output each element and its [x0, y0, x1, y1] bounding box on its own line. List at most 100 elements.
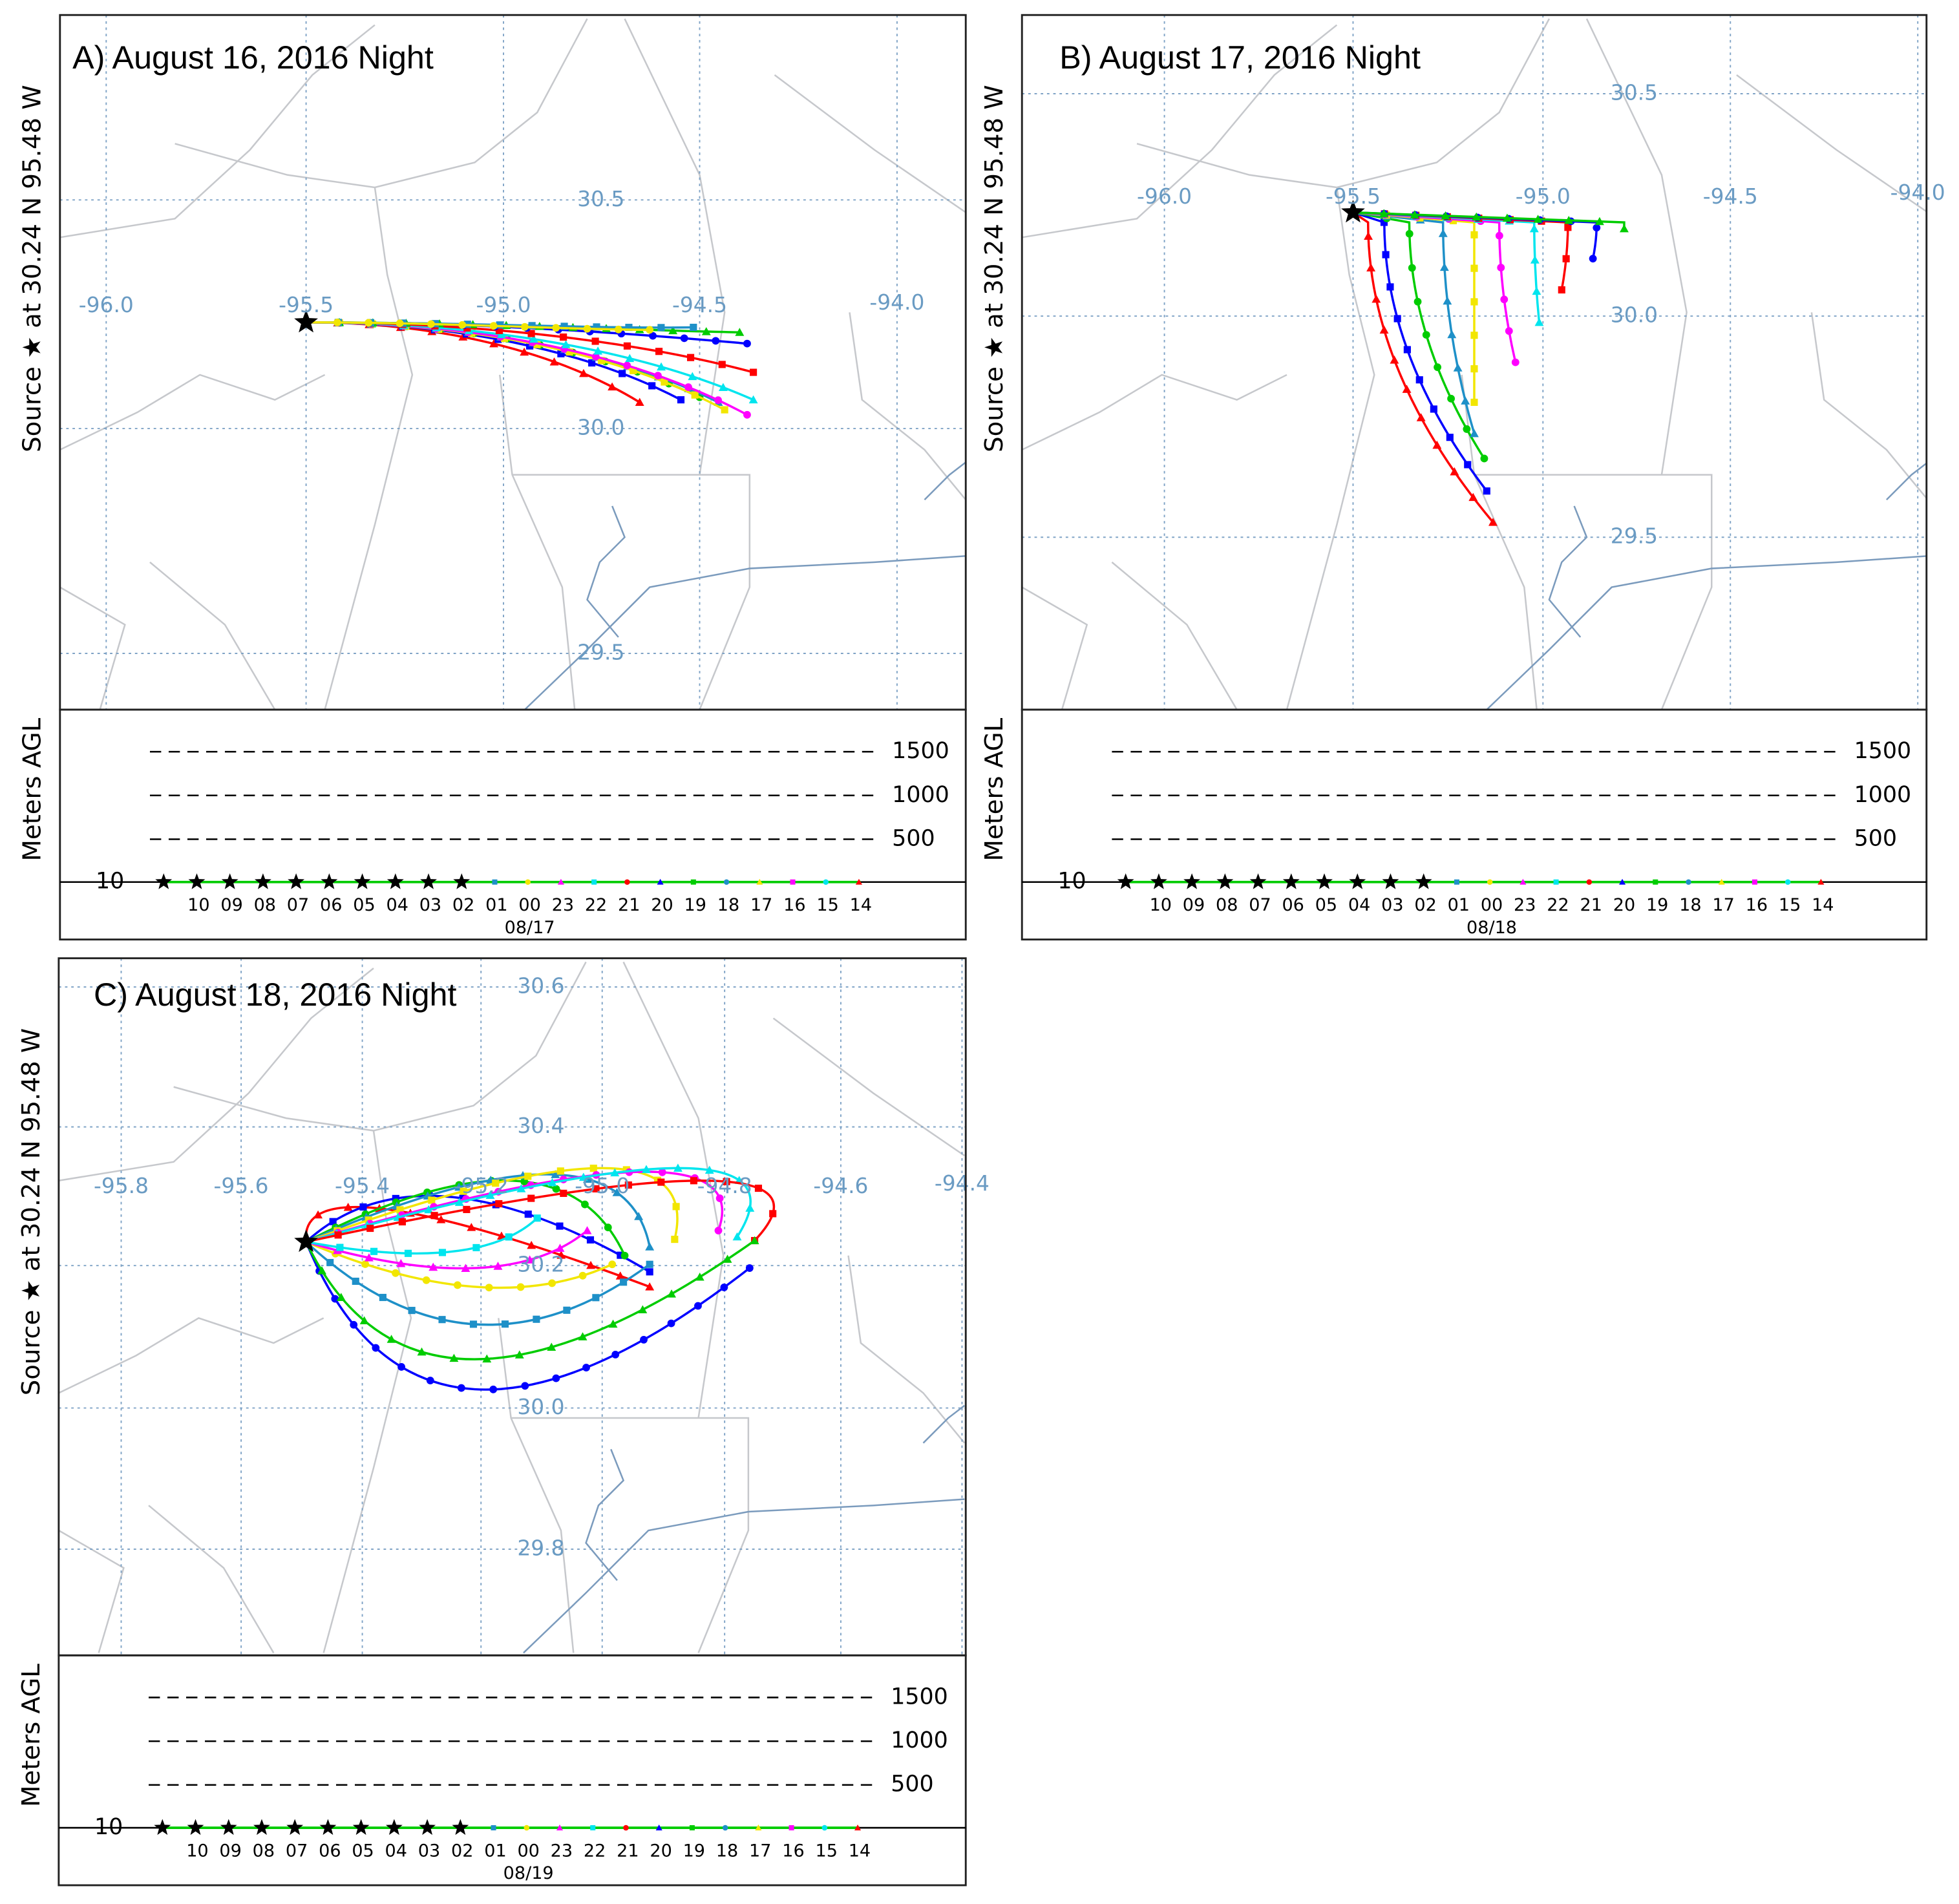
- marker: [1470, 231, 1478, 238]
- marker: [365, 319, 373, 327]
- marker: [350, 1320, 358, 1329]
- marker: [1402, 385, 1412, 393]
- panel: -95.8 -95.6 -95.4 -95.2 -95.0 -94.8 -94.6 -94.4…: [17, 957, 990, 1887]
- height-star: [419, 1819, 436, 1835]
- marker: [704, 1165, 714, 1174]
- panel-title: B) August 17, 2016 Night: [1059, 39, 1421, 76]
- marker: [1364, 231, 1373, 240]
- marker: [691, 391, 699, 399]
- marker: [1553, 879, 1559, 885]
- marker: [489, 339, 498, 348]
- hour-label: 22: [584, 1841, 606, 1861]
- marker: [343, 1203, 353, 1211]
- marker: [604, 1223, 612, 1232]
- marker: [496, 1231, 506, 1240]
- hour-label: 00: [517, 1841, 539, 1861]
- height-tick-label: 1500: [891, 1684, 948, 1709]
- marker: [614, 325, 622, 333]
- marker: [485, 1284, 493, 1292]
- marker: [1439, 262, 1449, 271]
- hour-label: 04: [385, 1841, 407, 1861]
- marker: [854, 1825, 862, 1831]
- marker: [592, 1185, 600, 1193]
- marker: [723, 1178, 730, 1185]
- marker: [657, 1178, 665, 1186]
- height-star: [254, 873, 271, 889]
- marker: [560, 323, 568, 330]
- marker: [754, 1184, 763, 1192]
- marker: [366, 1224, 374, 1232]
- marker: [469, 1320, 478, 1328]
- marker: [608, 1319, 618, 1328]
- trajectory: [305, 1173, 651, 1247]
- marker: [720, 1283, 728, 1291]
- trajectory: [305, 1179, 626, 1256]
- marker: [457, 1384, 465, 1392]
- height-star: [1415, 873, 1432, 889]
- hour-label: 01: [485, 895, 507, 915]
- marker: [672, 1203, 680, 1211]
- marker: [1470, 264, 1478, 272]
- latitude-label: 29.5: [577, 640, 624, 665]
- marker: [1558, 286, 1565, 294]
- marker: [495, 326, 503, 334]
- height-star: [321, 873, 338, 889]
- marker: [732, 1232, 742, 1241]
- marker: [1453, 363, 1463, 372]
- marker: [1533, 215, 1543, 223]
- marker: [454, 1198, 464, 1206]
- hour-label: 17: [749, 1841, 771, 1861]
- marker: [1502, 213, 1512, 222]
- marker: [612, 1188, 622, 1196]
- height-star: [453, 873, 471, 889]
- map-area: [1022, 15, 1927, 710]
- height-star: [1216, 873, 1234, 889]
- marker: [365, 1216, 372, 1224]
- hour-label: 05: [1315, 895, 1337, 915]
- marker: [463, 1205, 471, 1213]
- marker: [1379, 325, 1389, 334]
- source-star: [1341, 200, 1365, 223]
- marker: [610, 1168, 620, 1177]
- trajectory: [1352, 211, 1488, 492]
- marker: [578, 1172, 588, 1181]
- height-star: [253, 1819, 270, 1835]
- marker: [485, 1190, 495, 1199]
- marker: [460, 1187, 467, 1195]
- height-star: [221, 873, 238, 889]
- marker: [718, 361, 726, 368]
- hour-label: 03: [1381, 895, 1403, 915]
- height-tick-label: 1000: [891, 1728, 948, 1753]
- marker: [701, 327, 711, 335]
- marker: [529, 334, 538, 343]
- hour-label: 22: [1547, 895, 1569, 915]
- marker: [329, 1218, 337, 1225]
- marker: [370, 1247, 378, 1255]
- marker: [560, 333, 567, 341]
- marker: [525, 879, 531, 885]
- map-area: [58, 958, 966, 1656]
- marker: [690, 1177, 697, 1185]
- marker: [552, 1374, 560, 1382]
- marker: [654, 372, 662, 380]
- longitude-label: -94.4: [935, 1170, 990, 1196]
- hour-label: 14: [1812, 895, 1834, 915]
- hour-label: 05: [353, 895, 375, 915]
- source-star: [294, 310, 318, 333]
- marker: [561, 340, 571, 348]
- marker: [589, 1165, 597, 1172]
- marker: [1461, 396, 1470, 405]
- date-label: 08/17: [505, 918, 555, 938]
- hour-label: 08: [254, 895, 276, 915]
- marker: [635, 397, 644, 407]
- marker: [1529, 224, 1539, 233]
- marker: [1446, 434, 1454, 441]
- marker: [552, 324, 560, 332]
- marker: [495, 1200, 503, 1208]
- panel-title: A) August 16, 2016 Night: [72, 39, 434, 76]
- marker: [718, 383, 728, 392]
- height-star: [385, 1819, 403, 1835]
- map-area: [59, 15, 966, 710]
- marker: [524, 1172, 532, 1180]
- marker: [427, 320, 435, 328]
